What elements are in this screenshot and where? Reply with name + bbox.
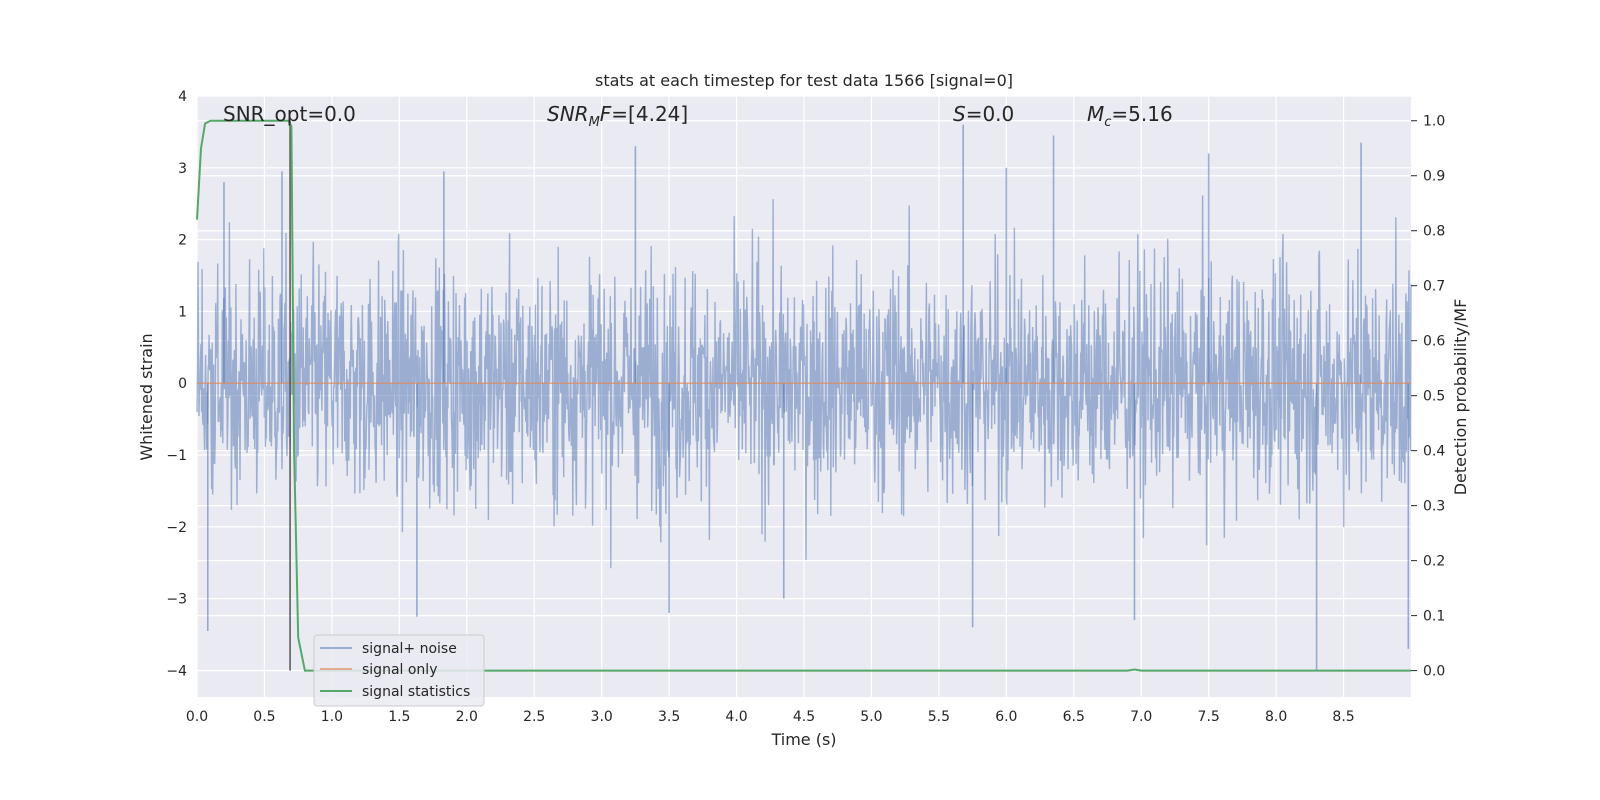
legend-box [313,634,485,707]
y-left-tick-label: −1 [166,448,187,464]
y-left-tick-label: 2 [178,233,187,249]
x-tick-label: 7.0 [1130,709,1152,725]
x-tick-label: 3.5 [658,709,680,725]
y-axis-label-right: Detection probability/MF [1451,299,1470,496]
legend-label-signal-noise: signal+ noise [362,641,457,657]
x-tick-label: 8.0 [1265,709,1287,725]
annotation-s-value: =0.0 [966,102,1015,126]
y-axis-label-left: Whitened strain [137,333,156,460]
y-right-tick-label: 0.9 [1423,169,1445,185]
annotation-mc-value: =5.16 [1111,102,1172,126]
x-tick-label: 6.5 [1063,709,1085,725]
y-right-tick-label: 0.8 [1423,224,1445,240]
series-signal-statistics-line [196,119,1411,672]
y-right-tick-label: 0.1 [1423,609,1445,625]
x-tick-label: 7.5 [1198,709,1220,725]
x-tick-label: 5.0 [860,709,882,725]
x-tick-label: 2.5 [523,709,545,725]
y-left-tick-label: −3 [166,592,187,608]
y-right-tick-label: 0.3 [1423,499,1445,515]
x-tick-label: 0.0 [186,709,208,725]
legend: signal+ noise signal only signal statist… [313,634,485,707]
y-left-tick-label: −2 [166,520,187,536]
annotation-snr-mf-value: =[4.24] [611,102,688,126]
x-tick-label: 4.5 [793,709,815,725]
x-axis-label: Time (s) [770,730,836,749]
x-tick-label: 1.0 [321,709,343,725]
x-tick-label: 4.0 [725,709,747,725]
x-tick-label: 6.0 [995,709,1017,725]
y-left-tick-label: −4 [166,663,187,679]
chart-title: stats at each timestep for test data 156… [595,71,1013,90]
x-tick-label: 0.5 [253,709,275,725]
y-left-tick-label: 4 [178,89,187,105]
x-tick-label: 2.0 [456,709,478,725]
tick-labels: 0.0 0.5 1.0 1.5 2.0 2.5 3.0 3.5 4.0 4.5 5.0 5.5 6.0 6… [166,89,1445,725]
y-right-tick-label: 0.7 [1423,279,1445,295]
y-right-tick-label: 1.0 [1423,114,1445,130]
annotation-snr-mf: SNRMF=[4.24] [547,102,688,130]
annotation-snr-opt: SNR_opt=0.0 [223,102,356,126]
annotation-s: S=0.0 [953,102,1014,126]
legend-label-signal-statistics: signal statistics [362,684,470,700]
y-left-tick-label: 0 [178,376,187,392]
y-left-tick-label: 1 [178,304,187,320]
annotation-mc: Mc=5.16 [1087,102,1173,130]
x-tick-label: 1.5 [388,709,410,725]
x-tick-label: 3.0 [591,709,613,725]
y-right-tick-label: 0.2 [1423,554,1445,570]
x-tick-label: 5.5 [928,709,950,725]
y-left-tick-label: 3 [178,161,187,177]
x-tick-label: 8.5 [1332,709,1354,725]
y-right-tick-label: 0.6 [1423,334,1445,350]
series-layer [196,119,1412,672]
y-right-tick-label: 0.5 [1423,389,1445,405]
y-right-tick-label: 0.4 [1423,444,1445,460]
y-right-tick-label: 0.0 [1423,664,1445,680]
legend-label-signal-only: signal only [362,662,437,678]
